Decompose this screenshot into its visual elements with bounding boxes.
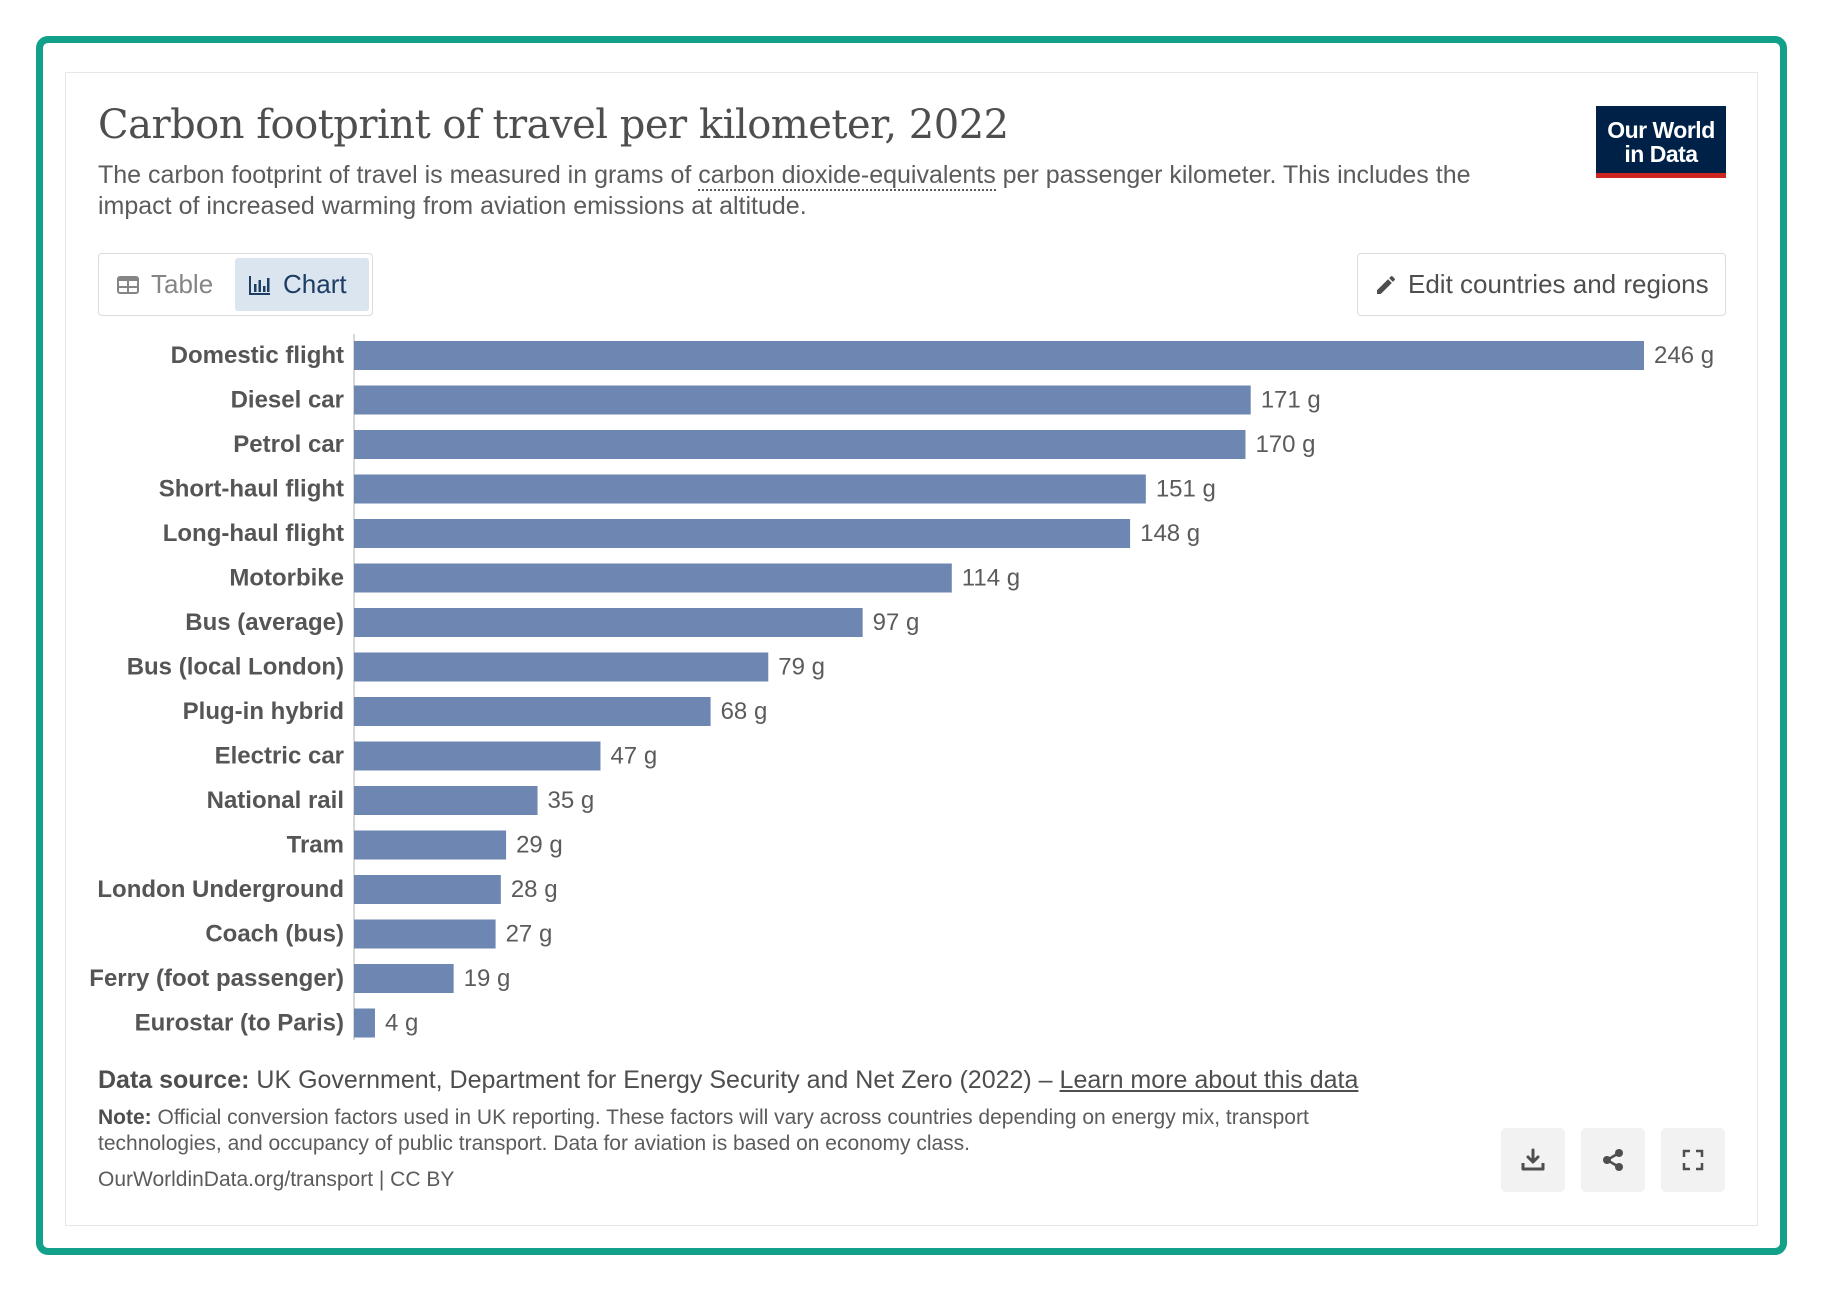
value-label: 68 g	[721, 698, 768, 725]
category-label: Ferry (foot passenger)	[89, 965, 344, 992]
value-label: 148 g	[1140, 520, 1200, 547]
bar[interactable]	[354, 474, 1146, 504]
category-label: Long-haul flight	[163, 520, 344, 547]
view-tabs: Table Chart	[98, 253, 373, 316]
bar[interactable]	[354, 830, 507, 860]
logo-line-1: Our World	[1607, 117, 1715, 143]
learn-more-link[interactable]: Learn more about this data	[1059, 1066, 1359, 1094]
fullscreen-icon	[1682, 1149, 1704, 1171]
value-label: 29 g	[516, 832, 563, 859]
value-label: 47 g	[610, 743, 657, 770]
value-label: 170 g	[1255, 431, 1315, 458]
table-icon	[117, 275, 139, 294]
bar[interactable]	[354, 430, 1246, 459]
category-label: National rail	[207, 787, 344, 814]
bar[interactable]	[354, 1008, 375, 1038]
category-label: Bus (average)	[185, 609, 344, 636]
chart-subtitle: The carbon footprint of travel is measur…	[98, 160, 1538, 222]
source-label: Data source:	[98, 1066, 250, 1094]
category-label: Tram	[287, 832, 344, 859]
value-label: 114 g	[962, 565, 1020, 592]
download-icon	[1521, 1148, 1545, 1171]
fullscreen-button[interactable]	[1661, 1128, 1725, 1192]
bar[interactable]	[354, 964, 454, 993]
source-text: UK Government, Department for Energy Sec…	[249, 1066, 1060, 1094]
category-label: Short-haul flight	[159, 476, 344, 503]
logo-line-2: in Data	[1624, 141, 1698, 167]
value-label: 19 g	[464, 965, 511, 992]
pencil-icon	[1377, 275, 1396, 294]
chart-note: Note: Official conversion factors used i…	[98, 1105, 1398, 1157]
bar[interactable]	[354, 786, 538, 815]
source-url[interactable]: OurWorldinData.org/transport | CC BY	[98, 1168, 455, 1191]
value-label: 97 g	[873, 609, 920, 636]
tab-chart[interactable]: Chart	[235, 258, 369, 311]
tab-chart-label: Chart	[283, 269, 347, 299]
bar-chart: Domestic flight 246 g Diesel car 171 g Petro…	[89, 334, 1714, 1040]
data-source: Data source: UK Government, Department f…	[98, 1066, 1358, 1095]
category-label: Motorbike	[229, 565, 344, 592]
tab-table-label: Table	[151, 269, 214, 299]
value-label: 246 g	[1654, 342, 1714, 369]
category-label: Bus (local London)	[127, 654, 344, 681]
bar[interactable]	[354, 697, 711, 726]
edit-countries-label: Edit countries and regions	[1408, 269, 1709, 299]
subtitle-text-end: per passenger kilometer. This includes t…	[98, 161, 1471, 220]
bar[interactable]	[354, 519, 1131, 548]
category-label: Diesel car	[231, 387, 344, 414]
category-label: Petrol car	[233, 431, 344, 458]
subtitle-text-start: The carbon footprint of travel is measur…	[98, 161, 699, 189]
bar[interactable]	[354, 385, 1251, 415]
category-label: Domestic flight	[171, 342, 344, 369]
value-label: 28 g	[511, 876, 558, 903]
chart-title: Carbon footprint of travel per kilometer…	[98, 102, 1009, 148]
owid-logo[interactable]: Our World in Data	[1596, 106, 1726, 178]
note-label: Note:	[98, 1106, 152, 1129]
value-label: 171 g	[1261, 387, 1321, 414]
category-label: London Underground	[97, 876, 344, 903]
bar-chart-icon	[249, 275, 270, 295]
bar[interactable]	[354, 563, 952, 593]
value-label: 79 g	[778, 654, 825, 681]
share-button[interactable]	[1581, 1128, 1645, 1192]
category-label: Plug-in hybrid	[183, 698, 344, 725]
value-label: 27 g	[506, 921, 553, 948]
download-button[interactable]	[1501, 1128, 1565, 1192]
bar[interactable]	[354, 608, 863, 637]
tab-table[interactable]: Table	[103, 258, 231, 311]
note-text: Official conversion factors used in UK r…	[98, 1106, 1309, 1155]
value-label: 151 g	[1156, 476, 1216, 503]
bar[interactable]	[354, 875, 501, 904]
category-label: Eurostar (to Paris)	[135, 1010, 344, 1037]
category-label: Coach (bus)	[205, 921, 344, 948]
edit-countries-button[interactable]: Edit countries and regions	[1357, 253, 1726, 316]
bar[interactable]	[354, 652, 769, 682]
subtitle-term-link[interactable]: carbon dioxide-equivalents	[698, 161, 996, 191]
bar[interactable]	[354, 919, 496, 949]
value-label: 4 g	[385, 1010, 418, 1037]
share-icon	[1603, 1149, 1623, 1171]
bar[interactable]	[354, 341, 1644, 370]
value-label: 35 g	[548, 787, 595, 814]
category-label: Electric car	[215, 743, 344, 770]
bar[interactable]	[354, 741, 601, 771]
